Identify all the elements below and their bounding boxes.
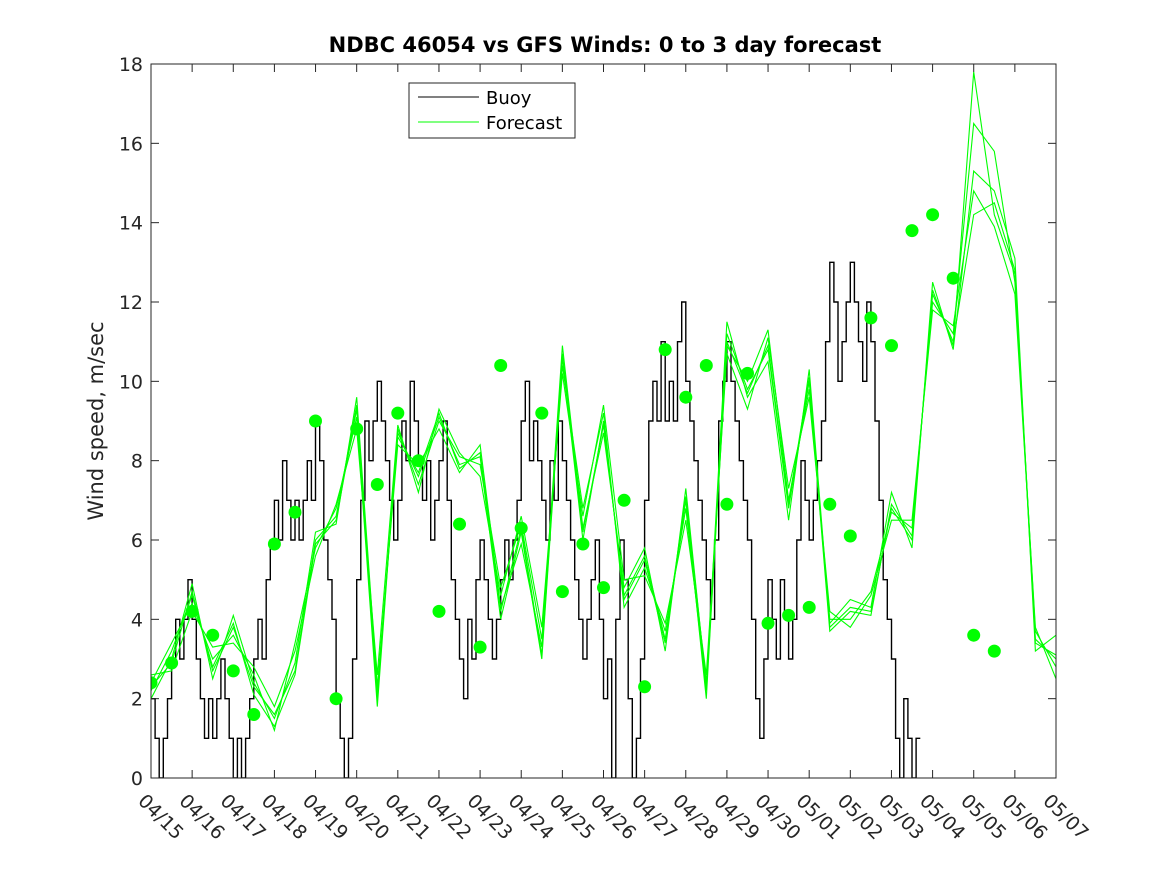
- x-tick-label: 05/07: [1038, 790, 1092, 844]
- forecast-point: [987, 644, 1001, 658]
- forecast-point: [151, 676, 158, 690]
- y-tick-label: 12: [119, 292, 143, 314]
- forecast-point: [206, 628, 220, 642]
- y-tick-label: 14: [119, 213, 143, 235]
- forecast-point: [411, 454, 425, 468]
- forecast-point: [432, 604, 446, 618]
- forecast-point: [329, 692, 343, 706]
- forecast-point: [288, 505, 302, 519]
- y-tick-label: 2: [131, 689, 143, 711]
- forecast-point: [597, 581, 610, 595]
- x-tick-label: 05/02: [833, 790, 887, 844]
- chart-title: NDBC 46054 vs GFS Winds: 0 to 3 day fore…: [329, 33, 882, 57]
- series-layer: [151, 71, 1056, 778]
- forecast-point: [267, 537, 281, 551]
- forecast-point: [823, 497, 837, 511]
- x-tick-label: 05/01: [792, 790, 846, 844]
- x-tick-label: 04/29: [709, 790, 763, 844]
- x-tick-label: 05/04: [915, 790, 969, 844]
- buoy-series-line: [151, 261, 921, 778]
- x-tick-label: 04/24: [504, 790, 558, 844]
- x-tick-label: 05/03: [874, 790, 928, 844]
- forecast-point: [885, 339, 898, 353]
- forecast-point: [905, 224, 919, 238]
- forecast-point: [782, 608, 796, 622]
- forecast-point: [185, 604, 199, 618]
- forecast-point: [638, 680, 652, 694]
- x-tick-label: 04/28: [668, 790, 722, 844]
- forecast-point: [391, 406, 405, 420]
- forecast-point: [741, 366, 754, 380]
- forecast-point: [247, 708, 261, 721]
- forecast-point: [514, 521, 528, 535]
- forecast-point: [864, 311, 878, 325]
- forecast-point: [843, 529, 857, 543]
- forecast-point: [535, 406, 549, 420]
- forecast-point: [699, 359, 713, 372]
- forecast-point: [350, 422, 364, 436]
- legend-label-forecast: Forecast: [486, 113, 562, 134]
- y-tick-label: 6: [131, 530, 143, 552]
- x-tick-label: 04/25: [545, 790, 599, 844]
- y-axis-label: Wind speed, m/sec: [84, 321, 108, 520]
- forecast-run-line-1: [151, 201, 1056, 728]
- forecast-run-line-5: [151, 71, 1056, 716]
- x-tick-label: 05/05: [956, 790, 1010, 844]
- legend-box: [408, 82, 576, 139]
- forecast-point: [720, 497, 734, 511]
- x-tick-label: 04/27: [627, 790, 681, 844]
- forecast-point: [309, 414, 322, 428]
- x-tick-label: 05/06: [997, 790, 1051, 844]
- forecast-point: [473, 640, 487, 654]
- legend-label-buoy: Buoy: [486, 88, 532, 109]
- x-tick-label: 04/18: [257, 790, 311, 844]
- x-tick-label: 04/22: [421, 790, 475, 844]
- forecast-run-line-4: [151, 122, 1056, 733]
- forecast-point: [617, 493, 631, 507]
- forecast-point: [802, 600, 816, 614]
- forecast-point: [453, 517, 466, 531]
- x-tick-label: 04/19: [298, 790, 352, 844]
- x-tick-label: 04/17: [216, 790, 270, 844]
- x-tick-label: 04/20: [339, 790, 393, 844]
- forecast-point: [658, 343, 672, 357]
- forecast-point: [761, 616, 775, 630]
- y-tick-label: 8: [131, 451, 143, 473]
- x-tick-label: 04/26: [586, 790, 640, 844]
- y-tick-label: 16: [119, 133, 143, 155]
- x-tick-label: 04/30: [751, 790, 805, 844]
- x-tick-label: 04/23: [463, 790, 517, 844]
- forecast-point: [679, 390, 693, 404]
- forecast-point: [165, 656, 179, 670]
- y-tick-label: 10: [119, 371, 143, 393]
- y-tick-label: 4: [131, 609, 143, 631]
- forecast-point: [226, 664, 240, 678]
- y-tick-label: 0: [131, 768, 143, 790]
- y-tick-label: 18: [119, 54, 143, 76]
- x-tick-label: 04/16: [175, 790, 229, 844]
- forecast-point: [494, 359, 508, 372]
- legend: Buoy Forecast: [408, 82, 576, 139]
- forecast-point: [967, 628, 981, 642]
- forecast-point: [946, 271, 960, 285]
- x-tick-label: 04/21: [380, 790, 434, 844]
- x-tick-label: 04/15: [133, 790, 187, 844]
- forecast-point: [926, 208, 940, 222]
- forecast-point: [555, 585, 569, 599]
- forecast-point: [576, 537, 590, 551]
- forecast-point: [370, 478, 384, 491]
